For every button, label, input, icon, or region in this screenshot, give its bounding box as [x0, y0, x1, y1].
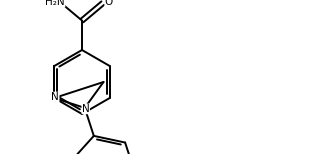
Text: N: N [52, 92, 59, 102]
Text: O: O [105, 0, 113, 7]
Text: N: N [82, 104, 90, 114]
Text: H₂N: H₂N [45, 0, 65, 7]
